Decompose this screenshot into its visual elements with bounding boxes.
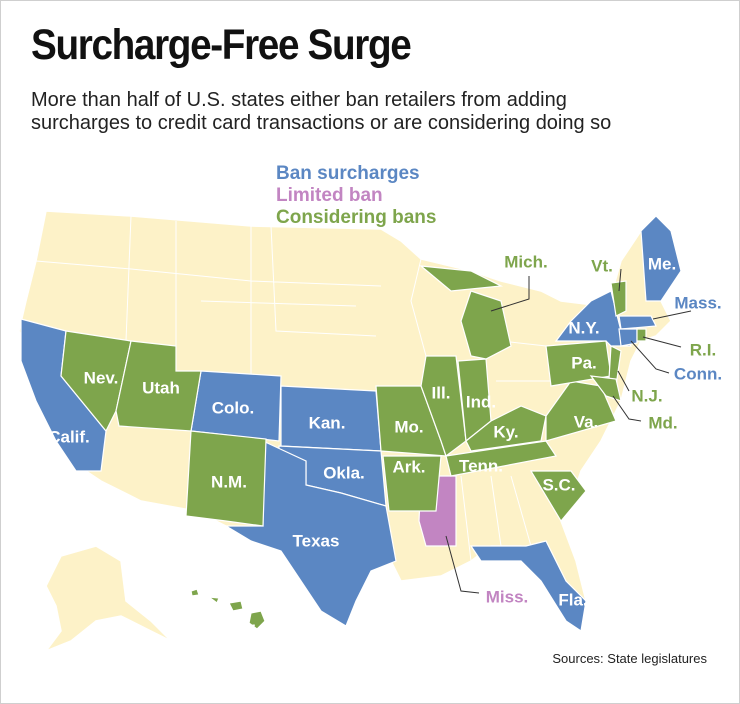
state-label: N.Y. [568, 318, 599, 337]
state-label: Fla. [558, 590, 587, 609]
states [20, 215, 682, 633]
leader-line [652, 310, 692, 320]
state-label: Mich. [504, 252, 547, 271]
leader-line [642, 336, 682, 348]
subtitle: More than half of U.S. states either ban… [31, 89, 612, 134]
state [445, 440, 558, 477]
leader-line [445, 535, 480, 594]
state [223, 440, 397, 627]
state [589, 375, 622, 402]
state [610, 280, 627, 317]
source: Sources: State legislatures [552, 651, 707, 666]
state-label: Pa. [571, 353, 597, 372]
state-label: Va. [574, 412, 599, 431]
state [529, 470, 587, 523]
state-label: Nev. [84, 368, 119, 387]
state [636, 328, 647, 342]
state [419, 265, 512, 360]
state-label: Miss. [486, 587, 529, 606]
state-label: Ky. [493, 422, 518, 441]
state-label: Me. [648, 254, 676, 273]
leader-line [617, 370, 630, 392]
state-label: Texas [293, 531, 340, 550]
state [469, 540, 587, 633]
state-label: Mass. [674, 293, 721, 312]
state-label: Vt. [591, 256, 613, 275]
state-label: Okla. [323, 463, 365, 482]
legend-entry: Ban surcharges [276, 163, 420, 184]
state [640, 215, 682, 302]
state-label: Conn. [674, 364, 722, 383]
state-label: Md. [648, 413, 677, 432]
alaska [43, 545, 172, 653]
state [618, 328, 638, 347]
state-label: Ind. [466, 392, 496, 411]
title: Surcharge-Free Surge [31, 21, 412, 69]
state-label: N.J. [631, 386, 662, 405]
state-label: Tenn. [459, 456, 503, 475]
state-label: Hawaii [202, 621, 256, 640]
state-label: Kan. [309, 413, 346, 432]
labels: Calif. Colo. Kan. Okla. Texas Fla. N.Y. Me. Mass… [48, 252, 722, 640]
state [60, 330, 132, 433]
state [382, 455, 442, 512]
leader-line [490, 276, 530, 312]
state-label: Mo. [394, 417, 423, 436]
state [618, 315, 657, 330]
state-label: Utah [142, 378, 180, 397]
state [190, 588, 266, 630]
state-label: Ill. [432, 383, 451, 402]
leader-line [618, 268, 622, 292]
state-label: S.C. [542, 475, 575, 494]
state-label: R.I. [690, 340, 716, 359]
state-label: Ark. [392, 457, 425, 476]
leader-line [630, 340, 670, 374]
state [545, 380, 617, 442]
leader-line [612, 395, 642, 422]
state [185, 430, 267, 527]
state-borders [35, 215, 556, 562]
legend-entry: Limited ban [276, 185, 383, 206]
legend-entry: Considering bans [276, 207, 436, 228]
state-label: Colo. [212, 398, 255, 417]
state [115, 340, 202, 432]
state-label: Calif. [48, 427, 90, 446]
state-label: N.M. [211, 472, 247, 491]
